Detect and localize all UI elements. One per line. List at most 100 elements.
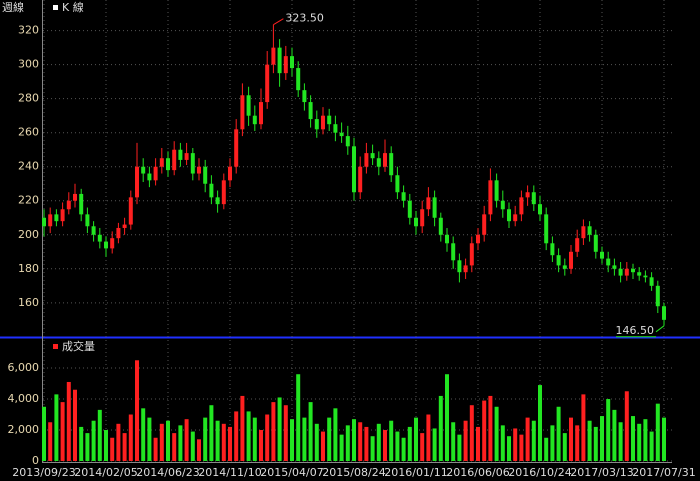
volume-bar [364, 426, 369, 461]
candle-body [482, 214, 487, 235]
volume-bar [606, 399, 611, 461]
volume-bar [166, 420, 170, 461]
volume-bar [42, 406, 46, 461]
volume-bar [48, 422, 53, 461]
volume-bar [277, 397, 282, 461]
volume-bar [569, 417, 573, 461]
candle-body [494, 180, 499, 201]
volume-bar [290, 419, 294, 461]
candle-body [54, 214, 59, 222]
candle-body [159, 158, 164, 167]
candle-body [333, 124, 338, 133]
volume-bar [265, 414, 270, 461]
volume-bar [426, 414, 431, 461]
volume-bar [612, 409, 617, 461]
volume-bar [463, 420, 468, 461]
volume-bar [395, 431, 400, 461]
candle-body [104, 241, 108, 249]
candle-body [135, 166, 139, 198]
volume-bar [401, 437, 406, 461]
volume-bar [556, 406, 561, 461]
candle-body [66, 200, 71, 210]
candle-body [110, 238, 115, 249]
volume-bar [116, 423, 121, 461]
volume-bar [655, 403, 660, 461]
legend-label: 成交量 [62, 339, 95, 353]
candle-body [445, 234, 449, 244]
candle-body [184, 153, 189, 160]
candle-body [407, 200, 412, 218]
volume-bar [600, 416, 604, 461]
max-label: 323.50 [285, 12, 324, 25]
candle-body [240, 95, 245, 130]
volume-bar [649, 431, 654, 461]
volume-bar [97, 409, 102, 461]
volume-bar [662, 417, 666, 461]
candle-body [203, 166, 208, 184]
volume-bar [308, 402, 313, 461]
candle-body [48, 214, 53, 227]
volume-bar [178, 425, 183, 461]
volume-bar [321, 431, 325, 461]
y-tick-label: 200 [18, 228, 39, 241]
y2-tick-label: 4,000 [8, 392, 40, 405]
volume-bar [85, 433, 90, 461]
candle-body [618, 268, 623, 276]
candle-body [662, 306, 666, 320]
volume-bar [73, 389, 77, 461]
candle-body [637, 272, 642, 276]
volume-bar [54, 394, 59, 461]
candle-body [606, 258, 611, 266]
candle-body [128, 197, 133, 225]
candle-body [507, 209, 511, 222]
candle-body [401, 192, 406, 201]
candle-body [197, 166, 201, 174]
candle-body [488, 180, 493, 215]
x-tick-label: 2015/08/24 [322, 466, 385, 479]
x-tick-label: 2013/09/23 [12, 466, 75, 479]
volume-bar [91, 420, 96, 461]
volume-bar [432, 428, 437, 461]
y2-tick-label: 6,000 [8, 361, 40, 374]
candle-body [593, 234, 598, 252]
candle-body [283, 56, 288, 74]
volume-bar [643, 419, 648, 461]
volume-bar [215, 420, 220, 461]
candle-body [383, 153, 387, 167]
volume-bar [314, 423, 319, 461]
volume-bar [259, 430, 263, 461]
volume-bar [562, 433, 567, 461]
volume-bar [507, 436, 511, 461]
volume-bar [153, 437, 158, 461]
y-tick-label: 240 [18, 160, 39, 173]
candle-body [463, 265, 468, 273]
legend-swatch [53, 344, 58, 349]
candle-body [228, 166, 232, 181]
candle-body [587, 226, 592, 235]
volume-bar [327, 417, 332, 461]
legend-swatch [53, 5, 58, 10]
candle-body [531, 192, 536, 205]
x-tick-label: 2016/10/24 [508, 466, 571, 479]
candle-body [631, 268, 635, 273]
x-tick-label: 2014/02/05 [74, 466, 137, 479]
volume-bar [538, 385, 542, 461]
y2-tick-label: 2,000 [8, 423, 40, 436]
candle-body [655, 285, 660, 307]
volume-bar [513, 428, 518, 461]
candle-body [122, 224, 127, 228]
candle-body [209, 183, 214, 198]
volume-bar [587, 420, 592, 461]
x-tick-label: 2017/07/31 [632, 466, 695, 479]
candle-body [525, 192, 530, 198]
volume-bar [531, 420, 536, 461]
volume-bar [252, 417, 257, 461]
candle-body [581, 226, 586, 239]
volume-bar [228, 426, 232, 461]
volume-bar [581, 394, 586, 461]
volume-bar [389, 420, 394, 461]
volume-bar [575, 425, 580, 461]
candle-body [116, 227, 121, 239]
y-tick-label: 180 [18, 262, 39, 275]
